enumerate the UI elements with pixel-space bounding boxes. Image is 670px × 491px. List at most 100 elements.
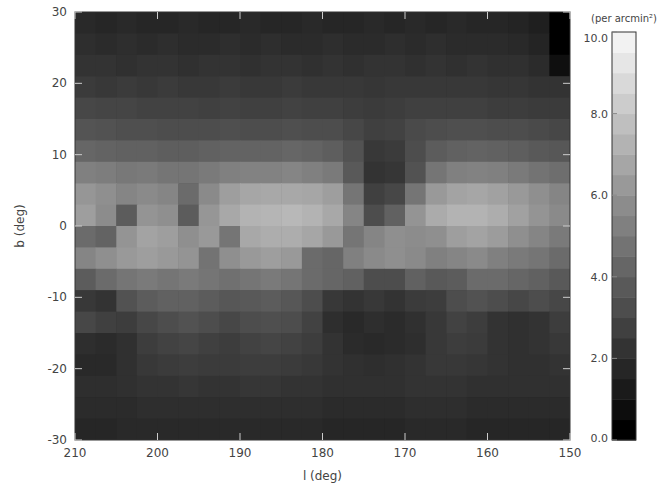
heatmap-cell (158, 376, 179, 398)
heatmap-cell (364, 290, 385, 312)
heatmap-cell (261, 12, 282, 34)
x-tick-label: 160 (476, 446, 499, 460)
heatmap-cell (137, 226, 158, 248)
heatmap-cell (384, 183, 405, 205)
heatmap-cell (446, 140, 467, 162)
heatmap-cell (405, 419, 426, 440)
heatmap-cell (384, 205, 405, 227)
heatmap-cell (488, 269, 509, 291)
heatmap-cell (446, 98, 467, 120)
colorbar-band (612, 216, 636, 237)
heatmap-cell (199, 183, 220, 205)
heatmap-cell (323, 354, 344, 376)
heatmap-cell (343, 140, 364, 162)
heatmap-cell (199, 55, 220, 77)
colorbar-band (612, 318, 636, 339)
x-tick-label: 210 (64, 446, 87, 460)
heatmap-cell (364, 183, 385, 205)
heatmap-cell (384, 226, 405, 248)
heatmap-cell (384, 119, 405, 141)
heatmap-cell (261, 269, 282, 291)
heatmap-cell (343, 397, 364, 419)
heatmap-cell (199, 333, 220, 355)
heatmap-cell (96, 140, 117, 162)
y-tick (75, 297, 82, 298)
heatmap-cell (240, 354, 261, 376)
heatmap-cell (158, 312, 179, 334)
heatmap-cell (137, 76, 158, 98)
heatmap-cell (508, 269, 529, 291)
heatmap-cell (302, 162, 323, 184)
heatmap-cell (199, 33, 220, 55)
heatmap-cells (75, 12, 570, 440)
heatmap-cell (384, 397, 405, 419)
heatmap-cell (219, 397, 240, 419)
x-tick (405, 433, 406, 440)
heatmap-cell (116, 397, 137, 419)
heatmap-cell (446, 226, 467, 248)
heatmap-cell (178, 269, 199, 291)
heatmap-cell (323, 33, 344, 55)
heatmap-cell (508, 397, 529, 419)
colorbar-tick (612, 358, 617, 359)
heatmap-cell (137, 98, 158, 120)
heatmap-cell (426, 376, 447, 398)
heatmap-cell (158, 33, 179, 55)
heatmap-cell (405, 33, 426, 55)
heatmap-cell (529, 183, 550, 205)
heatmap-cell (508, 290, 529, 312)
heatmap-cell (426, 290, 447, 312)
heatmap-cell (302, 226, 323, 248)
heatmap-cell (343, 333, 364, 355)
heatmap-cell (219, 205, 240, 227)
heatmap-cell (488, 419, 509, 440)
heatmap-cell (488, 183, 509, 205)
heatmap-cell (219, 333, 240, 355)
heatmap-cell (529, 98, 550, 120)
heatmap-cell (116, 419, 137, 440)
heatmap-cell (158, 140, 179, 162)
heatmap-cell (343, 247, 364, 269)
heatmap-cell (405, 76, 426, 98)
heatmap-cell (178, 333, 199, 355)
heatmap-cell (302, 333, 323, 355)
heatmap-cell (426, 397, 447, 419)
heatmap-cell (488, 397, 509, 419)
heatmap-cell (219, 162, 240, 184)
heatmap-cell (364, 397, 385, 419)
heatmap-cell (96, 354, 117, 376)
heatmap-cell (199, 140, 220, 162)
heatmap-cell (261, 354, 282, 376)
heatmap-cell (323, 333, 344, 355)
heatmap-cell (529, 140, 550, 162)
x-axis-title: l (deg) (303, 469, 342, 483)
heatmap-cell (116, 140, 137, 162)
heatmap-cell (323, 419, 344, 440)
heatmap-cell (116, 376, 137, 398)
heatmap-cell (158, 76, 179, 98)
heatmap-cell (137, 140, 158, 162)
heatmap-cell (96, 205, 117, 227)
y-tick (563, 440, 570, 441)
heatmap-cell (508, 76, 529, 98)
heatmap-cell (384, 162, 405, 184)
colorbar-band (612, 195, 636, 216)
heatmap-cell (219, 269, 240, 291)
heatmap-cell (199, 98, 220, 120)
heatmap-cell (240, 376, 261, 398)
heatmap-cell (240, 76, 261, 98)
heatmap-cell (240, 205, 261, 227)
heatmap-cell (281, 397, 302, 419)
heatmap-cell (116, 226, 137, 248)
heatmap-cell (261, 55, 282, 77)
heatmap-cell (549, 119, 570, 141)
heatmap-cell (158, 333, 179, 355)
heatmap-cell (302, 140, 323, 162)
heatmap-cell (240, 269, 261, 291)
heatmap-cell (323, 12, 344, 34)
heatmap-cell (405, 247, 426, 269)
heatmap-cell (549, 98, 570, 120)
heatmap-cell (549, 333, 570, 355)
heatmap-cell (467, 98, 488, 120)
heatmap-cell (137, 162, 158, 184)
